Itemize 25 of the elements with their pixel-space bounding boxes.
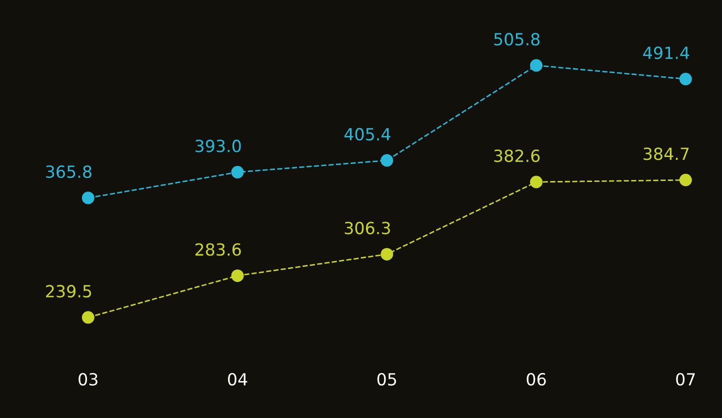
x-tick-label: 07 <box>676 372 695 386</box>
data-label: 384.7 <box>644 148 689 160</box>
point <box>82 311 94 324</box>
point <box>380 154 394 167</box>
data-label: 306.3 <box>344 222 390 234</box>
data-label: 393.0 <box>195 140 241 152</box>
point <box>380 248 394 260</box>
point <box>530 59 543 72</box>
data-label: 491.4 <box>643 46 690 60</box>
x-tick-label: 04 <box>228 372 248 386</box>
data-label: 405.4 <box>344 128 390 141</box>
point <box>231 269 244 282</box>
data-label: 382.6 <box>494 150 540 162</box>
x-tick-label: 05 <box>377 372 396 386</box>
point <box>231 166 244 178</box>
point <box>82 192 94 204</box>
data-label: 505.8 <box>494 32 540 46</box>
data-label: 283.6 <box>195 243 241 256</box>
data-label: 365.8 <box>46 165 92 178</box>
x-tick-label: 03 <box>78 372 98 386</box>
point <box>679 174 692 186</box>
point <box>530 176 543 188</box>
point <box>679 72 692 86</box>
x-tick-label: 06 <box>526 372 546 386</box>
data-label: 239.5 <box>46 284 92 298</box>
